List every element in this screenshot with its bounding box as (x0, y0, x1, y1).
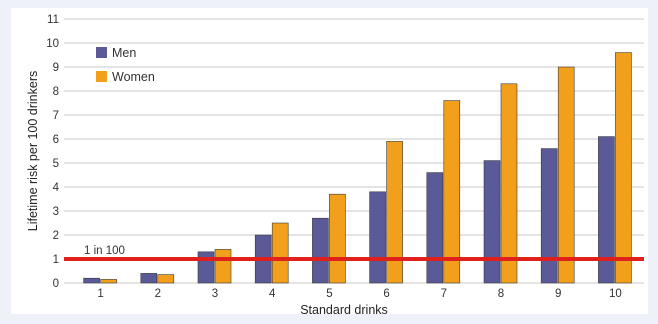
x-tick-label: 8 (498, 288, 504, 300)
x-tick-label: 4 (269, 288, 276, 300)
y-tick-label: 4 (53, 182, 60, 194)
bar-men-3 (197, 251, 215, 284)
bar-men-9 (540, 148, 558, 284)
y-tick-label: 6 (53, 134, 59, 146)
legend-label-women: Women (112, 70, 155, 84)
x-tick-label: 5 (326, 288, 332, 300)
x-tick-label: 6 (383, 288, 389, 300)
y-tick-labels: 0 1 2 3 4 5 6 7 8 9 10 11 (46, 14, 59, 290)
bar-women-9 (557, 66, 575, 284)
x-tick-labels: 1 2 3 4 5 6 7 8 9 10 (97, 288, 621, 300)
y-tick-label: 0 (53, 278, 59, 290)
x-axis-title: Standard drinks (300, 303, 388, 317)
y-tick-label: 9 (53, 62, 59, 74)
bars (83, 52, 632, 284)
y-tick-label: 8 (53, 86, 59, 98)
x-tick-label: 1 (97, 288, 103, 300)
x-tick-label: 3 (212, 288, 218, 300)
bar-women-1 (100, 279, 117, 284)
bar-women-8 (500, 83, 518, 284)
bar-men-1 (83, 277, 100, 284)
y-tick-label: 7 (53, 110, 59, 122)
y-axis-title: Lifetime risk per 100 drinkers (26, 71, 40, 231)
reference-line-label: 1 in 100 (84, 245, 125, 257)
legend-swatch-men (96, 47, 107, 58)
y-tick-label: 3 (53, 206, 59, 218)
bar-men-6 (369, 191, 386, 284)
x-tick-label: 7 (441, 288, 447, 300)
bar-men-5 (312, 217, 329, 284)
y-tick-label: 5 (53, 158, 59, 170)
bar-women-5 (329, 193, 346, 284)
y-tick-label: 1 (53, 254, 59, 266)
bar-women-7 (443, 100, 461, 284)
bar-men-2 (140, 273, 158, 284)
y-tick-label: 11 (47, 14, 59, 26)
legend: Men Women (96, 46, 155, 84)
bar-women-4 (271, 222, 289, 284)
y-tick-label: 2 (53, 230, 59, 242)
x-tick-label: 10 (609, 288, 622, 300)
bar-men-8 (483, 160, 501, 284)
y-tick-label: 10 (46, 38, 59, 50)
legend-swatch-women (96, 71, 107, 82)
bar-men-7 (426, 172, 444, 284)
reference-line-group: 1 in 100 (64, 245, 644, 261)
bar-women-2 (157, 274, 175, 284)
legend-label-men: Men (112, 46, 136, 60)
x-tick-label: 9 (555, 288, 561, 300)
bar-men-10 (598, 136, 615, 284)
bar-women-3 (214, 249, 232, 284)
bar-women-6 (386, 141, 403, 284)
x-tick-label: 2 (155, 288, 161, 300)
bar-women-10 (615, 52, 632, 284)
